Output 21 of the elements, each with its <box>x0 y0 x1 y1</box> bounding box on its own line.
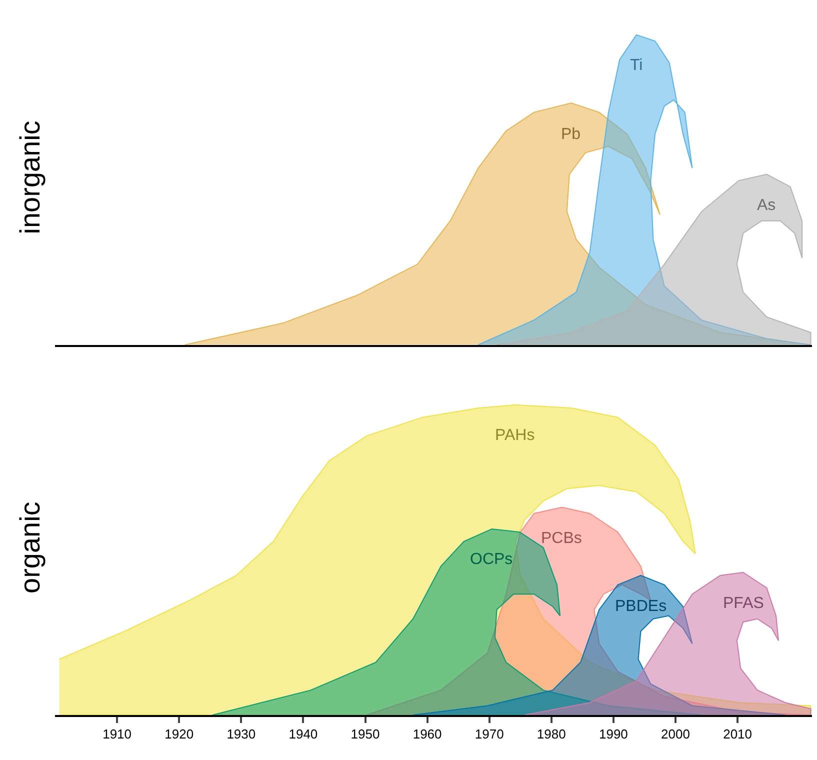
x-tick-label: 1960 <box>412 726 442 742</box>
x-tick-label: 1990 <box>598 726 628 742</box>
x-tick-label: 1980 <box>536 726 566 742</box>
x-tick-label: 1970 <box>474 726 504 742</box>
y-axis-title: organic <box>14 502 46 594</box>
series-label: Pb <box>561 126 581 143</box>
series-label: OCPs <box>470 551 513 568</box>
series-label: Ti <box>630 57 643 74</box>
series-label: As <box>757 197 776 214</box>
x-tick-label: 1910 <box>102 726 132 742</box>
series-label: PBDEs <box>615 598 667 615</box>
x-tick-label: 1950 <box>350 726 380 742</box>
series-label: PFAS <box>723 595 764 612</box>
x-tick-label: 2000 <box>661 726 690 742</box>
series-label: PAHs <box>495 427 535 444</box>
y-axis-title: inorganic <box>14 120 46 234</box>
x-tick-label: 1920 <box>164 726 194 742</box>
series-label: PCBs <box>541 530 582 547</box>
x-tick-label: 2010 <box>723 726 752 742</box>
x-tick-label: 1940 <box>288 726 318 742</box>
x-tick-label: 1930 <box>226 726 256 742</box>
